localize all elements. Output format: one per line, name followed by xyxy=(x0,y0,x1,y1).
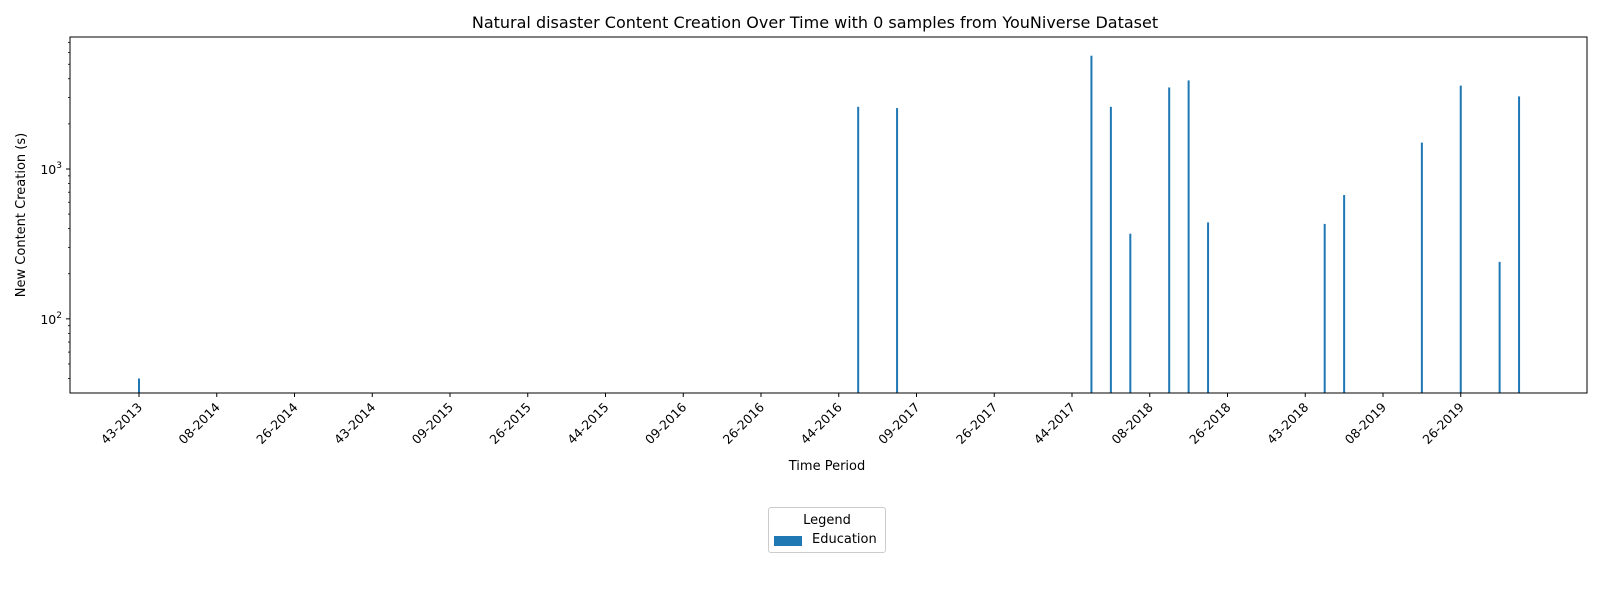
x-tick-label: 09-2016 xyxy=(642,399,690,447)
bar-5 xyxy=(1129,233,1132,393)
bar-1 xyxy=(857,106,860,393)
x-tick-label: 26-2016 xyxy=(720,399,768,447)
y-axis: 102 103 xyxy=(40,41,70,379)
bar-12 xyxy=(1459,85,1462,394)
bar-3 xyxy=(1090,55,1093,394)
y-tick-label: 103 xyxy=(40,161,62,177)
x-tick-label: 26-2018 xyxy=(1186,399,1234,447)
y-axis-label: New Content Creation (s) xyxy=(14,133,29,297)
x-tick-label: 44-2017 xyxy=(1031,400,1079,448)
bar-6 xyxy=(1168,87,1171,394)
x-axis-label: Time Period xyxy=(788,459,865,474)
bar-13 xyxy=(1498,261,1501,393)
x-tick-label: 26-2014 xyxy=(253,399,301,447)
x-tick-label: 08-2018 xyxy=(1108,399,1156,447)
bar-11 xyxy=(1420,142,1423,393)
x-tick-label: 44-2016 xyxy=(797,399,845,447)
bar-14 xyxy=(1518,96,1521,393)
bar-9 xyxy=(1323,223,1326,393)
x-tick-label: 26-2019 xyxy=(1419,399,1467,447)
chart-title: Natural disaster Content Creation Over T… xyxy=(472,13,1158,32)
x-tick-label: 44-2015 xyxy=(564,400,612,448)
x-tick-label: 26-2015 xyxy=(486,400,534,448)
x-tick-label: 09-2017 xyxy=(875,400,923,448)
x-tick-label: 08-2019 xyxy=(1342,399,1390,447)
x-tick-label: 43-2014 xyxy=(331,399,379,447)
x-axis: 43-2013 08-2014 26-2014 43-2014 09-2015 26-20… xyxy=(98,393,1467,447)
x-tick-label: 43-2018 xyxy=(1264,399,1312,447)
plot-frame xyxy=(69,36,1588,394)
y-tick-label: 102 xyxy=(40,311,62,327)
bar-4 xyxy=(1109,106,1112,393)
bar-8 xyxy=(1207,222,1210,393)
x-tick-label: 26-2017 xyxy=(953,400,1001,448)
legend-title: Legend xyxy=(803,513,851,528)
legend-swatch-education xyxy=(774,536,802,546)
x-tick-label: 09-2015 xyxy=(409,400,457,448)
bar-2 xyxy=(896,108,899,393)
bars-layer xyxy=(138,55,1521,394)
bar-10 xyxy=(1343,195,1346,393)
bar-7 xyxy=(1187,80,1190,394)
x-tick-label: 08-2014 xyxy=(175,399,223,447)
legend: Legend Education xyxy=(768,507,886,553)
bar-0 xyxy=(138,378,140,393)
x-tick-label: 43-2013 xyxy=(98,400,146,448)
legend-label-education: Education xyxy=(812,532,877,547)
